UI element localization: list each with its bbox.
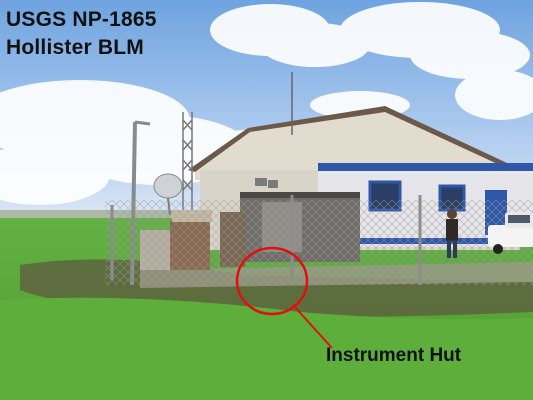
pointer-line <box>292 304 333 349</box>
site-title-line2: Hollister BLM <box>6 36 144 59</box>
clouds <box>0 2 533 205</box>
white-truck <box>488 212 533 254</box>
highlight-circle <box>235 246 309 316</box>
foreground-grass <box>0 297 533 400</box>
fence <box>105 200 533 285</box>
person <box>446 209 458 258</box>
instrument-hut-label: Instrument Hut <box>326 345 462 366</box>
light-arm <box>134 120 151 126</box>
radio-tower <box>182 112 193 215</box>
site-title-line1: USGS NP-1865 <box>6 8 157 31</box>
fence-posts <box>110 195 422 285</box>
